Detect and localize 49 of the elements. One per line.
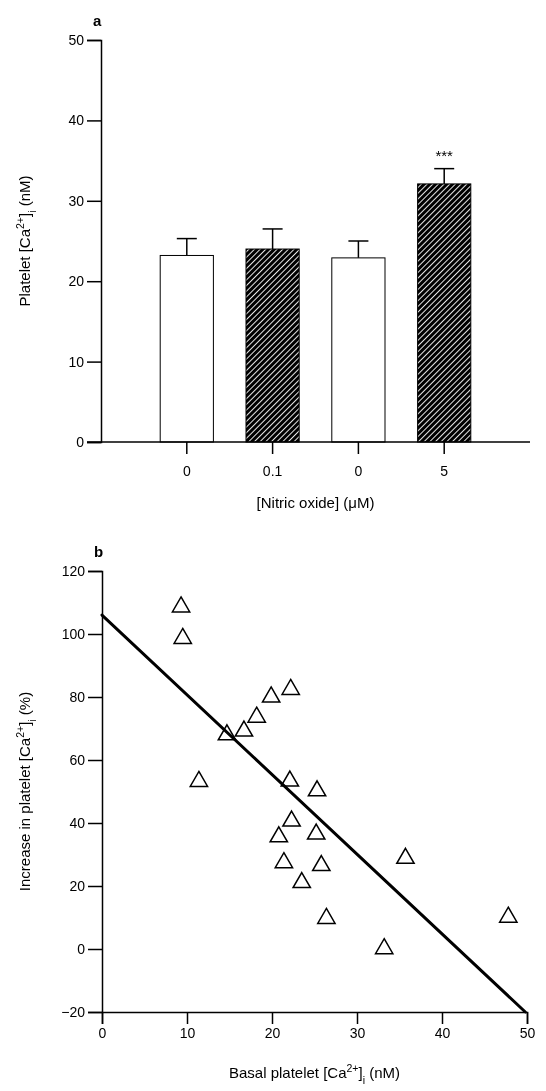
x-tick-label: 50: [519, 1024, 536, 1041]
x-tick-label: 10: [179, 1024, 196, 1041]
x-tick-label: 5: [440, 463, 449, 479]
y-tick-label: 120: [61, 562, 86, 579]
point: [280, 770, 300, 787]
chart-title: a: [93, 12, 102, 29]
y-tick-label: 20: [69, 877, 86, 894]
point: [311, 854, 331, 872]
point: [282, 810, 301, 827]
x-tick-label: 0: [354, 463, 363, 479]
point: [261, 686, 281, 703]
x-axis-title: Basal platelet [Ca$^{2+}$]$_{i}$ (nM): [228, 1062, 401, 1086]
point: [274, 851, 294, 869]
point: [171, 596, 191, 613]
point: [217, 724, 237, 741]
y-tick-label: 0: [76, 433, 85, 450]
x-tick-label: 0.1: [262, 463, 283, 479]
y-tick-label: 60: [69, 751, 86, 768]
y-tick-label: 80: [69, 688, 86, 705]
y-tick-label: 40: [68, 112, 85, 129]
point: [269, 826, 289, 843]
point: [234, 720, 254, 737]
y-tick-label: 100: [61, 625, 86, 642]
y-tick-label: 30: [68, 192, 85, 209]
point: [247, 706, 267, 723]
x-tick-label: 20: [264, 1024, 281, 1041]
x-tick-label: 40: [434, 1024, 451, 1041]
point: [396, 847, 415, 865]
point: [306, 823, 326, 840]
x-axis-title: [Nitric oxide] (μM): [256, 494, 375, 511]
x-tick-label: 0: [98, 1024, 107, 1041]
x-tick-label: 30: [349, 1024, 366, 1041]
x-tick-label: 0: [182, 463, 191, 479]
point: [307, 780, 327, 797]
y-tick-label: 20: [68, 273, 85, 290]
point: [498, 906, 518, 923]
annotation: ***: [435, 146, 454, 164]
y-tick-label: 10: [68, 353, 85, 370]
y-tick-label: −20: [61, 1003, 86, 1020]
point: [292, 871, 312, 889]
point: [316, 907, 336, 925]
y-tick-label: 50: [68, 31, 85, 48]
point: [173, 627, 193, 645]
point: [281, 678, 301, 696]
point: [374, 937, 394, 955]
y-tick-label: 40: [69, 814, 86, 831]
y-tick-label: 0: [77, 940, 86, 957]
point: [189, 770, 209, 788]
chart-title: b: [94, 543, 104, 560]
